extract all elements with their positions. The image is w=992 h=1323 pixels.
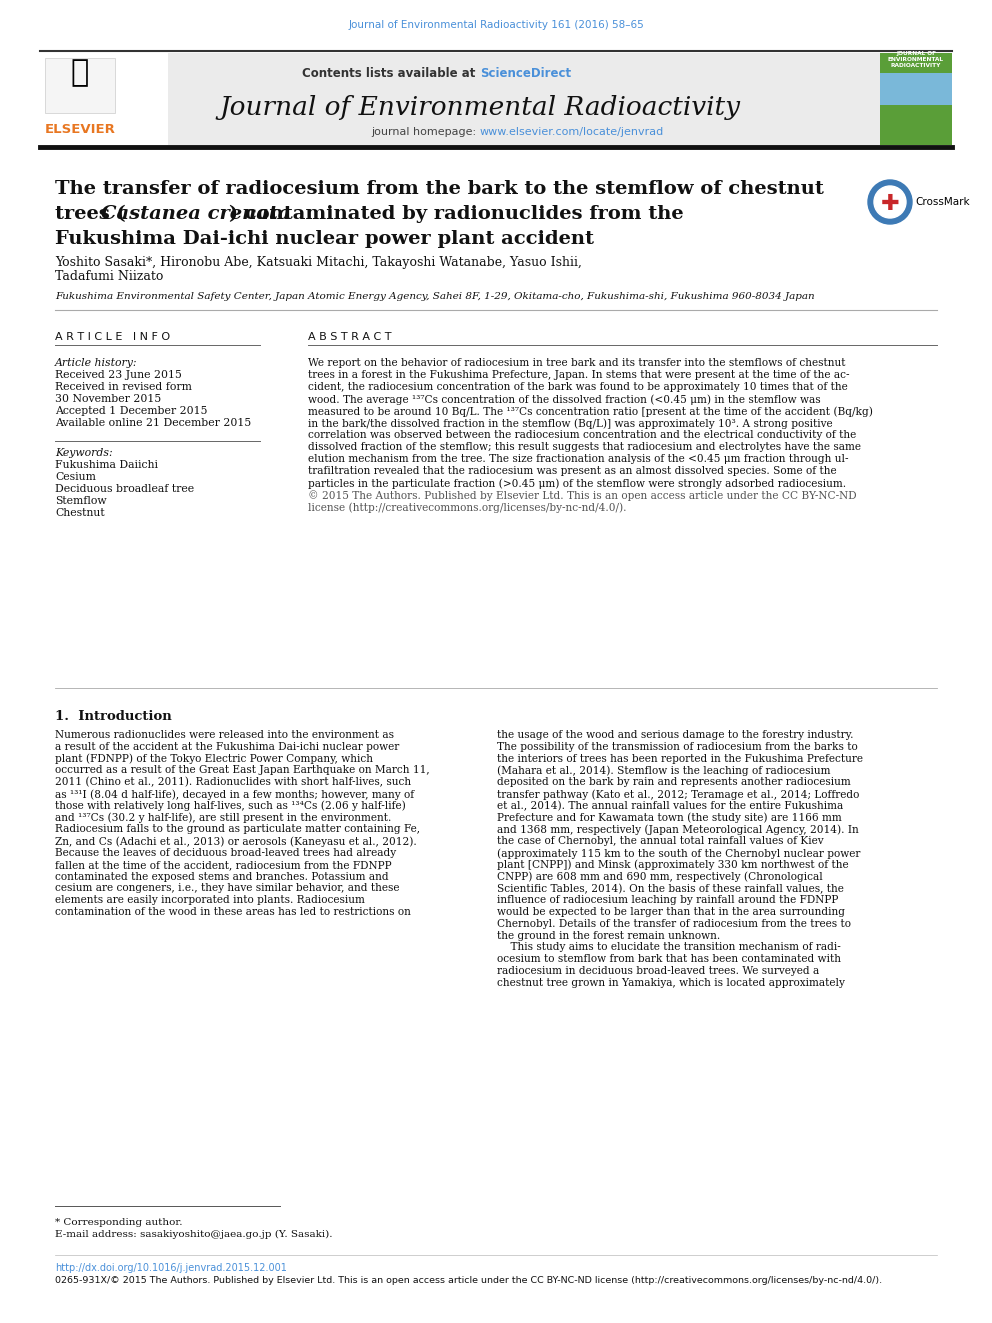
Text: correlation was observed between the radiocesium concentration and the electrica: correlation was observed between the rad… [308,430,856,441]
Text: Yoshito Sasaki*, Hironobu Abe, Katsuaki Mitachi, Takayoshi Watanabe, Yasuo Ishii: Yoshito Sasaki*, Hironobu Abe, Katsuaki … [55,255,582,269]
Text: Received in revised form: Received in revised form [55,382,191,392]
Text: wood. The average ¹³⁷Cs concentration of the dissolved fraction (<0.45 μm) in th: wood. The average ¹³⁷Cs concentration of… [308,394,820,405]
Text: contamination of the wood in these areas has led to restrictions on: contamination of the wood in these areas… [55,908,411,917]
Text: the usage of the wood and serious damage to the forestry industry.: the usage of the wood and serious damage… [497,730,853,740]
Text: 30 November 2015: 30 November 2015 [55,394,162,404]
Text: E-mail address: sasakiyoshito@jaea.go.jp (Y. Sasaki).: E-mail address: sasakiyoshito@jaea.go.jp… [55,1230,332,1240]
Text: CrossMark: CrossMark [915,197,969,206]
Text: Numerous radionuclides were released into the environment as: Numerous radionuclides were released int… [55,730,394,740]
Text: Fukushima Dai-ichi nuclear power plant accident: Fukushima Dai-ichi nuclear power plant a… [55,230,594,247]
Text: This study aims to elucidate the transition mechanism of radi-: This study aims to elucidate the transit… [497,942,841,953]
Text: trees (: trees ( [55,205,126,224]
Text: those with relatively long half-lives, such as ¹³⁴Cs (2.06 y half-life): those with relatively long half-lives, s… [55,800,406,811]
Text: Chernobyl. Details of the transfer of radiocesium from the trees to: Chernobyl. Details of the transfer of ra… [497,918,851,929]
FancyBboxPatch shape [45,58,115,112]
FancyBboxPatch shape [40,53,168,146]
Text: A R T I C L E   I N F O: A R T I C L E I N F O [55,332,170,343]
Text: license (http://creativecommons.org/licenses/by-nc-nd/4.0/).: license (http://creativecommons.org/lice… [308,501,627,512]
Text: Received 23 June 2015: Received 23 June 2015 [55,370,182,380]
Text: trafiltration revealed that the radiocesium was present as an almost dissolved s: trafiltration revealed that the radioces… [308,466,836,476]
Text: A B S T R A C T: A B S T R A C T [308,332,392,343]
Text: radiocesium in deciduous broad-leaved trees. We surveyed a: radiocesium in deciduous broad-leaved tr… [497,966,819,976]
Text: would be expected to be larger than that in the area surrounding: would be expected to be larger than that… [497,908,845,917]
Text: Fukushima Environmental Safety Center, Japan Atomic Energy Agency, Sahei 8F, 1-2: Fukushima Environmental Safety Center, J… [55,292,814,302]
Text: in the bark/the dissolved fraction in the stemflow (Bq/L)] was approximately 10³: in the bark/the dissolved fraction in th… [308,418,832,429]
Text: Keywords:: Keywords: [55,448,113,458]
Text: Scientific Tables, 2014). On the basis of these rainfall values, the: Scientific Tables, 2014). On the basis o… [497,884,844,894]
Text: Castanea crenata: Castanea crenata [101,205,291,224]
Text: The possibility of the transmission of radiocesium from the barks to: The possibility of the transmission of r… [497,742,858,751]
Text: (Mahara et al., 2014). Stemflow is the leaching of radiocesium: (Mahara et al., 2014). Stemflow is the l… [497,766,830,777]
Text: Cesium: Cesium [55,472,96,482]
Text: the interiors of trees has been reported in the Fukushima Prefecture: the interiors of trees has been reported… [497,754,863,763]
Text: ✚: ✚ [881,194,900,214]
Text: The transfer of radiocesium from the bark to the stemflow of chestnut: The transfer of radiocesium from the bar… [55,180,824,198]
Text: We report on the behavior of radiocesium in tree bark and its transfer into the : We report on the behavior of radiocesium… [308,359,845,368]
Text: JOURNAL OF
ENVIRONMENTAL
RADIOACTIVITY: JOURNAL OF ENVIRONMENTAL RADIOACTIVITY [888,52,944,67]
Text: the case of Chernobyl, the annual total rainfall values of Kiev: the case of Chernobyl, the annual total … [497,836,823,847]
Text: Journal of Environmental Radioactivity: Journal of Environmental Radioactivity [219,95,740,120]
Text: Chestnut: Chestnut [55,508,104,519]
Text: Because the leaves of deciduous broad-leaved trees had already: Because the leaves of deciduous broad-le… [55,848,396,859]
Text: © 2015 The Authors. Published by Elsevier Ltd. This is an open access article un: © 2015 The Authors. Published by Elsevie… [308,490,857,501]
Text: 1.  Introduction: 1. Introduction [55,710,172,722]
Text: occurred as a result of the Great East Japan Earthquake on March 11,: occurred as a result of the Great East J… [55,766,430,775]
FancyBboxPatch shape [880,73,952,105]
Text: CNPP) are 608 mm and 690 mm, respectively (Chronological: CNPP) are 608 mm and 690 mm, respectivel… [497,872,822,882]
Text: ocesium to stemflow from bark that has been contaminated with: ocesium to stemflow from bark that has b… [497,954,841,964]
Text: dissolved fraction of the stemflow; this result suggests that radiocesium and el: dissolved fraction of the stemflow; this… [308,442,861,452]
Text: Journal of Environmental Radioactivity 161 (2016) 58–65: Journal of Environmental Radioactivity 1… [348,20,644,30]
Text: Article history:: Article history: [55,359,138,368]
Text: elements are easily incorporated into plants. Radiocesium: elements are easily incorporated into pl… [55,896,365,905]
Text: chestnut tree grown in Yamakiya, which is located approximately: chestnut tree grown in Yamakiya, which i… [497,978,845,988]
Text: http://dx.doi.org/10.1016/j.jenvrad.2015.12.001: http://dx.doi.org/10.1016/j.jenvrad.2015… [55,1263,287,1273]
Text: and ¹³⁷Cs (30.2 y half-life), are still present in the environment.: and ¹³⁷Cs (30.2 y half-life), are still … [55,812,392,823]
Text: www.elsevier.com/locate/jenvrad: www.elsevier.com/locate/jenvrad [480,127,665,138]
Text: influence of radiocesium leaching by rainfall around the FDNPP: influence of radiocesium leaching by rai… [497,896,838,905]
Circle shape [874,187,906,218]
Text: Deciduous broadleaf tree: Deciduous broadleaf tree [55,484,194,493]
Text: plant (FDNPP) of the Tokyo Electric Power Company, which: plant (FDNPP) of the Tokyo Electric Powe… [55,754,373,765]
Text: as ¹³¹I (8.04 d half-life), decayed in a few months; however, many of: as ¹³¹I (8.04 d half-life), decayed in a… [55,789,414,799]
FancyBboxPatch shape [40,53,952,146]
Text: cident, the radiocesium concentration of the bark was found to be approximately : cident, the radiocesium concentration of… [308,382,848,392]
Text: ELSEVIER: ELSEVIER [45,123,115,136]
Text: et al., 2014). The annual rainfall values for the entire Fukushima: et al., 2014). The annual rainfall value… [497,800,843,811]
Text: cesium are congeners, i.e., they have similar behavior, and these: cesium are congeners, i.e., they have si… [55,884,400,893]
Text: ) contaminated by radionuclides from the: ) contaminated by radionuclides from the [229,205,683,224]
Text: 🌲: 🌲 [70,58,89,87]
Text: Stemflow: Stemflow [55,496,106,505]
Text: plant [CNPP]) and Minsk (approximately 330 km northwest of the: plant [CNPP]) and Minsk (approximately 3… [497,860,848,871]
Text: Fukushima Daiichi: Fukushima Daiichi [55,460,158,470]
Text: deposited on the bark by rain and represents another radiocesium: deposited on the bark by rain and repres… [497,777,851,787]
Text: elution mechanism from the tree. The size fractionation analysis of the <0.45 μm: elution mechanism from the tree. The siz… [308,454,848,464]
Text: transfer pathway (Kato et al., 2012; Teramage et al., 2014; Loffredo: transfer pathway (Kato et al., 2012; Ter… [497,789,859,799]
Text: Tadafumi Niizato: Tadafumi Niizato [55,270,164,283]
Text: fallen at the time of the accident, radiocesium from the FDNPP: fallen at the time of the accident, radi… [55,860,392,869]
Text: particles in the particulate fraction (>0.45 μm) of the stemflow were strongly a: particles in the particulate fraction (>… [308,478,846,488]
Text: (approximately 115 km to the south of the Chernobyl nuclear power: (approximately 115 km to the south of th… [497,848,860,859]
Text: contaminated the exposed stems and branches. Potassium and: contaminated the exposed stems and branc… [55,872,389,881]
Text: and 1368 mm, respectively (Japan Meteorological Agency, 2014). In: and 1368 mm, respectively (Japan Meteoro… [497,824,859,835]
Text: 2011 (Chino et al., 2011). Radionuclides with short half-lives, such: 2011 (Chino et al., 2011). Radionuclides… [55,777,411,787]
Text: Zn, and Cs (Adachi et al., 2013) or aerosols (Kaneyasu et al., 2012).: Zn, and Cs (Adachi et al., 2013) or aero… [55,836,417,847]
Text: Available online 21 December 2015: Available online 21 December 2015 [55,418,251,429]
Circle shape [868,180,912,224]
Text: ScienceDirect: ScienceDirect [480,67,571,79]
Text: Prefecture and for Kawamata town (the study site) are 1166 mm: Prefecture and for Kawamata town (the st… [497,812,842,823]
Text: journal homepage:: journal homepage: [371,127,480,138]
Text: * Corresponding author.: * Corresponding author. [55,1218,183,1226]
Text: trees in a forest in the Fukushima Prefecture, Japan. In stems that were present: trees in a forest in the Fukushima Prefe… [308,370,849,380]
Text: Radiocesium falls to the ground as particulate matter containing Fe,: Radiocesium falls to the ground as parti… [55,824,420,835]
Text: a result of the accident at the Fukushima Dai-ichi nuclear power: a result of the accident at the Fukushim… [55,742,399,751]
FancyBboxPatch shape [880,53,952,146]
Text: Accepted 1 December 2015: Accepted 1 December 2015 [55,406,207,415]
Text: 0265-931X/© 2015 The Authors. Published by Elsevier Ltd. This is an open access : 0265-931X/© 2015 The Authors. Published … [55,1275,882,1285]
Text: Contents lists available at: Contents lists available at [303,67,480,79]
Text: measured to be around 10 Bq/L. The ¹³⁷Cs concentration ratio [present at the tim: measured to be around 10 Bq/L. The ¹³⁷Cs… [308,406,873,417]
Text: the ground in the forest remain unknown.: the ground in the forest remain unknown. [497,930,720,941]
